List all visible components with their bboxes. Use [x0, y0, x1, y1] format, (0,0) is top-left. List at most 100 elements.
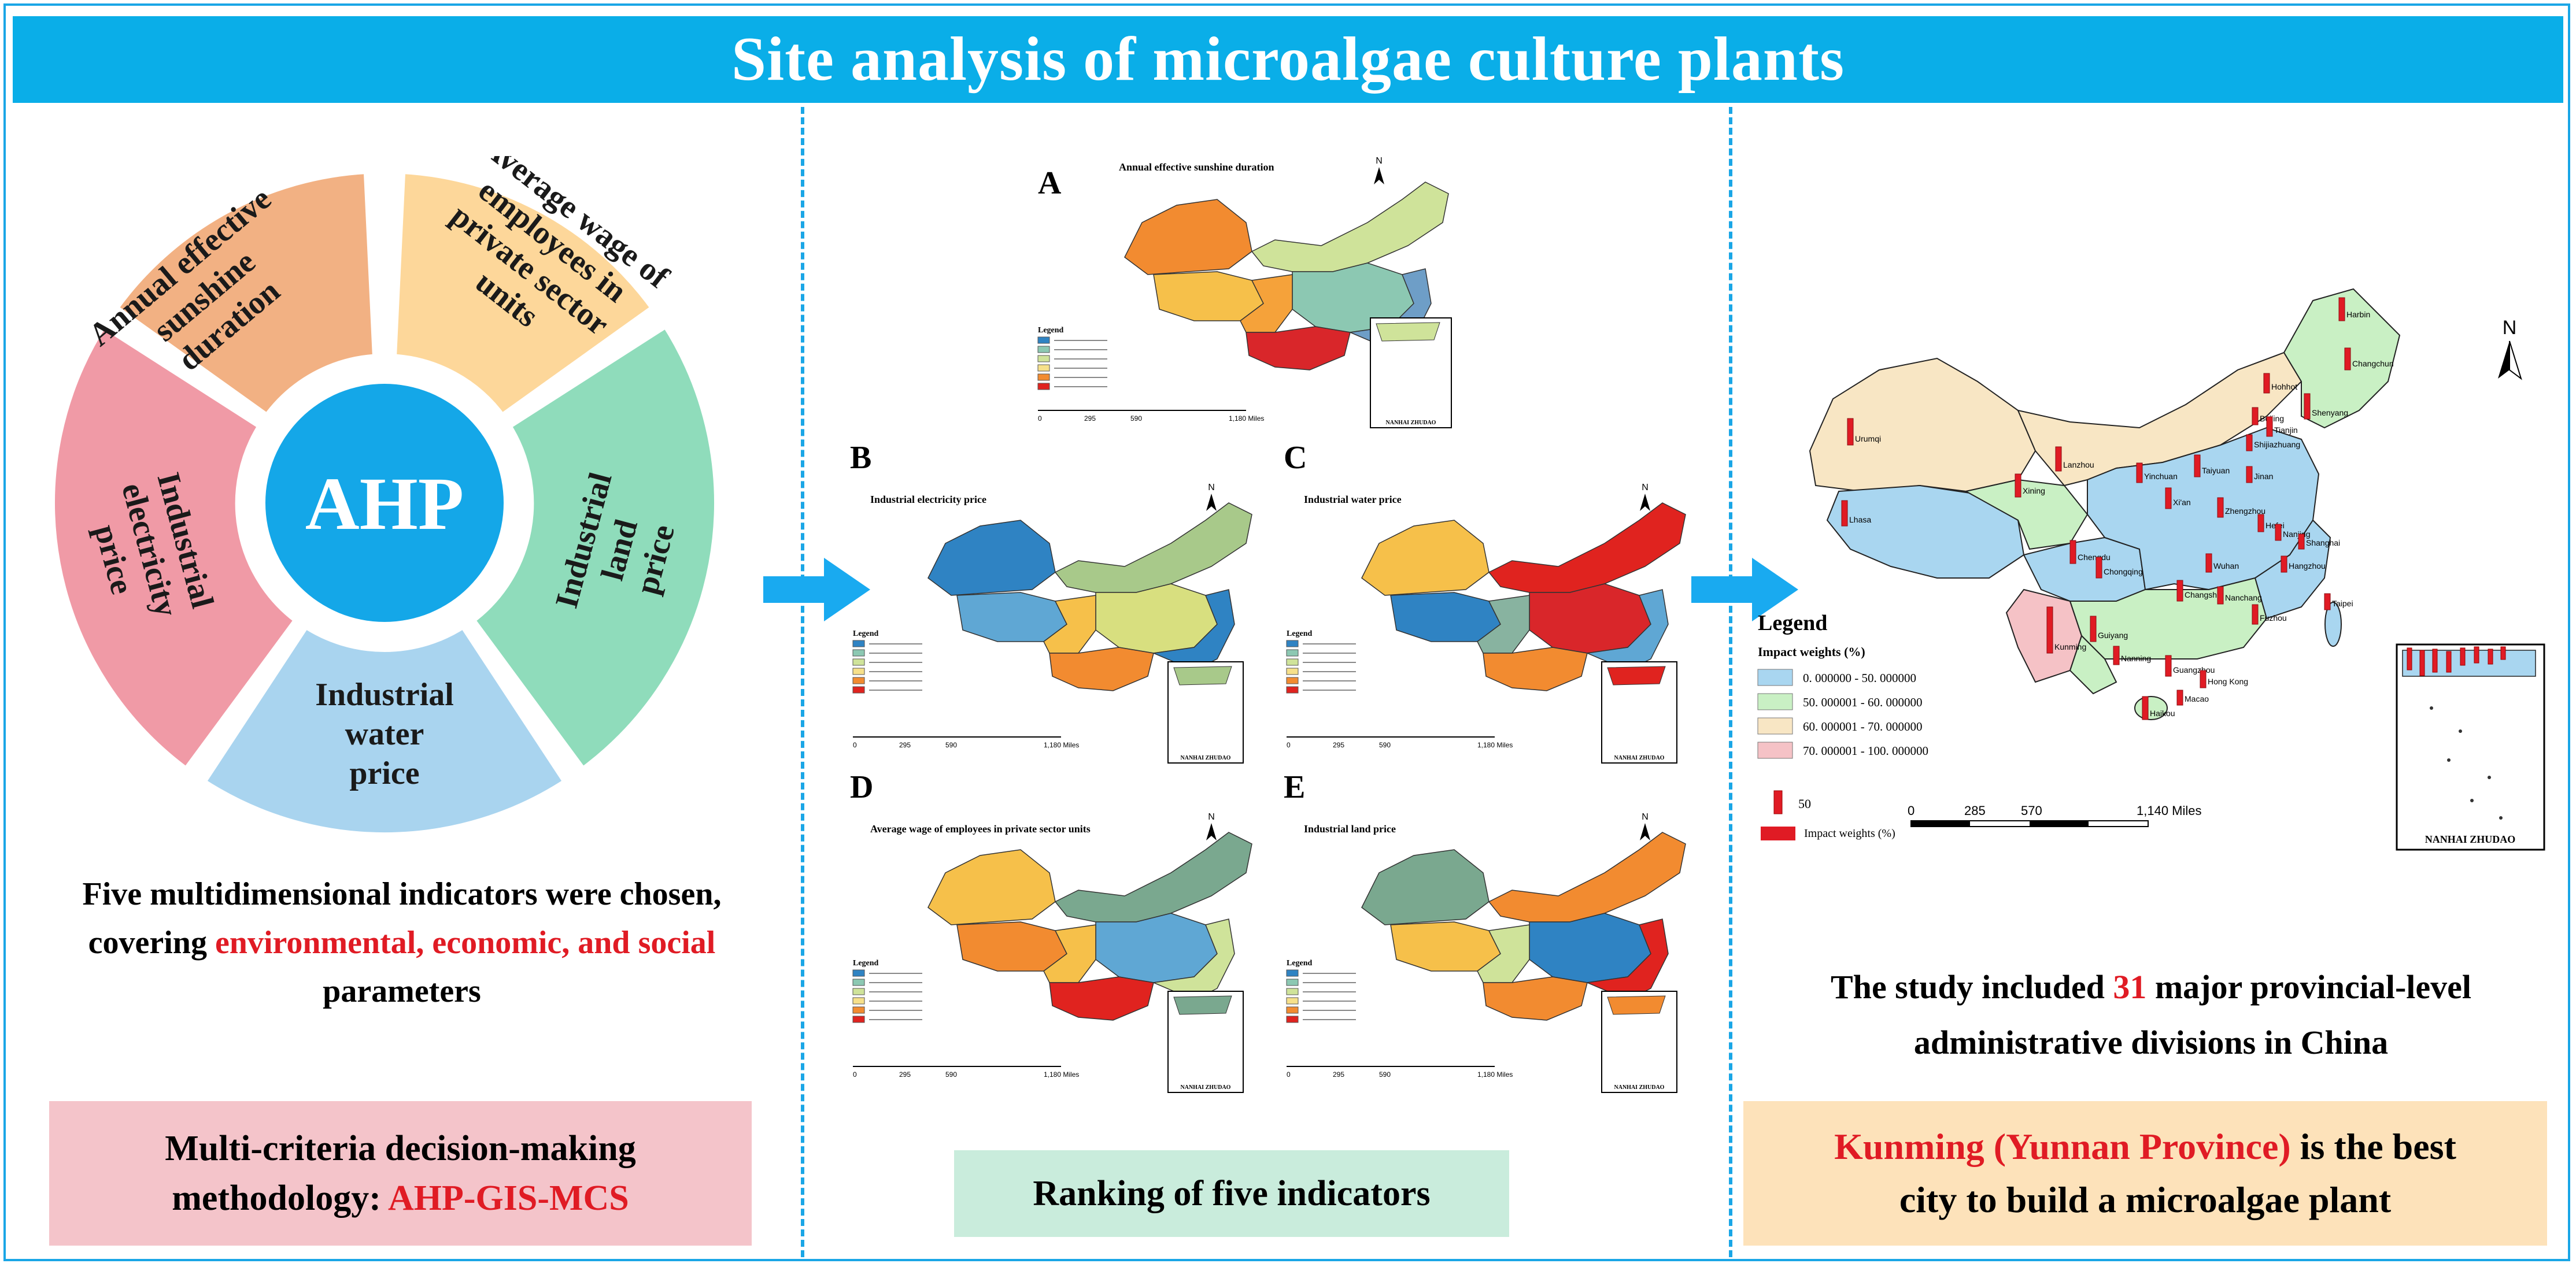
arrow-left-to-middle [763, 558, 870, 621]
north-label: N [1642, 812, 1649, 822]
province-region [1153, 271, 1264, 321]
city-label: Kunming [2054, 642, 2086, 651]
map-legend-title: Legend [853, 629, 879, 638]
city-weight-bar [2246, 434, 2253, 451]
city-label: Macao [2185, 694, 2209, 703]
city-label: Haikou [2150, 709, 2175, 718]
map-legend-swatch [1286, 1006, 1299, 1014]
city-label: Lanzhou [2063, 460, 2094, 469]
province-region [1361, 849, 1490, 925]
north-arrow-icon [1206, 823, 1217, 840]
city-label: Guiyang [2098, 631, 2128, 640]
map-title: Industrial water price [1304, 494, 1402, 505]
province-region [1488, 502, 1686, 593]
city-weight-bar [2217, 497, 2224, 518]
map-scale-label: 590 [1379, 741, 1391, 749]
map-legend-swatch [852, 979, 865, 986]
inset-label: NANHAI ZHUDAO [1386, 420, 1436, 426]
map-legend-swatch [1286, 997, 1299, 1005]
segment-electricity [45, 315, 307, 780]
legend-swatch [1757, 717, 1793, 735]
city-weight-bar [2257, 514, 2264, 532]
map-scale-label: 590 [1130, 414, 1142, 423]
left-caption-line1: Five multidimensional indicators were ch… [82, 876, 722, 912]
indicator-map-b: B Industrial electricity price N Legend 0 295… [850, 445, 1252, 764]
city-weight-bar [2281, 555, 2287, 573]
map-legend-swatch [852, 1006, 865, 1014]
north-arrow-icon [1640, 494, 1650, 511]
city-weight-bar [2246, 466, 2253, 483]
segment-sunshine [105, 163, 383, 427]
legend-swatch [1757, 669, 1793, 686]
city-weight-bar [2263, 373, 2270, 394]
city-label: Shenyang [2312, 408, 2348, 417]
city-weight-bar [2176, 580, 2183, 602]
region-qinghai [1964, 479, 2089, 550]
inset-label: NANHAI ZHUDAO [1181, 1084, 1231, 1091]
right-caption-line1: The study included 31 major provincial-l… [1831, 968, 2471, 1006]
city-label: Taipei [2332, 599, 2353, 608]
result-box: Kunming (Yunnan Province) is the best ci… [1743, 1101, 2547, 1246]
map-letter-b: B [850, 445, 871, 476]
legend-bar-value: 50 [1798, 796, 1811, 811]
city-label: Tianjin [2274, 425, 2298, 435]
map-scale-label: 295 [1084, 414, 1096, 423]
segment-land [462, 315, 725, 780]
legend-subtitle: Impact weights (%) [1758, 644, 1865, 659]
inset-coast [1607, 995, 1666, 1015]
north-arrow-icon [1206, 494, 1217, 511]
legend-item-label: 60. 000001 - 70. 000000 [1803, 720, 1923, 733]
north-label: N [1208, 483, 1215, 492]
region-tibet [1826, 484, 2025, 579]
map-scale-label: 590 [945, 741, 957, 749]
right-caption-line2: administrative divisions in China [1913, 1024, 2389, 1061]
city-label: Nanning [2121, 654, 2151, 663]
left-caption-line3: parameters [323, 973, 481, 1009]
map-title: Average wage of employees in private sec… [870, 823, 1091, 835]
city-label: Chengdu [2078, 553, 2111, 562]
city-weight-bar [2200, 670, 2207, 688]
north-label: N [2503, 317, 2517, 339]
city-label: Hangzhou [2289, 561, 2326, 570]
city-weight-bar [2298, 534, 2305, 550]
left-divider [801, 107, 804, 1257]
indicator-map-e: E Industrial land price N Legend 0 295 590 1,18… [1284, 775, 1686, 1093]
map-scale-label: 590 [945, 1070, 957, 1079]
north-arrow: N [2498, 317, 2522, 380]
city-label: Nanchang [2225, 593, 2262, 602]
indicator-map-c: C Industrial water price N Legend 0 295 590 1,1… [1284, 445, 1686, 764]
province-region [1390, 921, 1501, 972]
left-caption-line2: covering environmental, economic, and so… [88, 925, 716, 961]
indicator-map-d: D Average wage of employees in private se… [850, 775, 1252, 1093]
legend-title: Legend [1758, 611, 1827, 635]
city-label: Jinan [2254, 472, 2273, 481]
north-label: N [1376, 156, 1383, 166]
map-scale-label: 0 [1287, 1070, 1291, 1079]
water-line2: water [345, 716, 424, 752]
map-legend-swatch [1037, 355, 1050, 362]
province-region [927, 849, 1056, 925]
legend-bar-symbol [1773, 790, 1783, 814]
city-weight-bar [2069, 540, 2076, 564]
water-line1: Industrial [315, 677, 454, 713]
city-weight-bar [2217, 586, 2224, 605]
map-legend-title: Legend [1287, 629, 1313, 638]
map-legend-title: Legend [853, 959, 879, 968]
map-legend-swatch [1286, 677, 1299, 684]
map-scale-label: 1,180 Miles [1477, 741, 1513, 749]
method-box: Multi-criteria decision-making methodolo… [49, 1101, 752, 1246]
map-legend-title: Legend [1038, 326, 1064, 335]
map-legend-swatch [1037, 373, 1050, 381]
map-legend-swatch [852, 988, 865, 995]
city-label: Hefei [2265, 521, 2285, 530]
map-letter-c: C [1284, 445, 1307, 476]
page-title: Site analysis of microalgae culture plan… [731, 25, 1845, 94]
map-letter-a: A [1038, 165, 1062, 201]
province-region [1054, 832, 1252, 923]
city-label: Changsha [2185, 590, 2222, 599]
inset-label: NANHAI ZHUDAO [2425, 833, 2516, 845]
map-scale-label: 590 [1379, 1070, 1391, 1079]
province-region [1251, 181, 1449, 272]
province-region [1246, 326, 1351, 371]
city-weight-bar [2266, 416, 2273, 437]
